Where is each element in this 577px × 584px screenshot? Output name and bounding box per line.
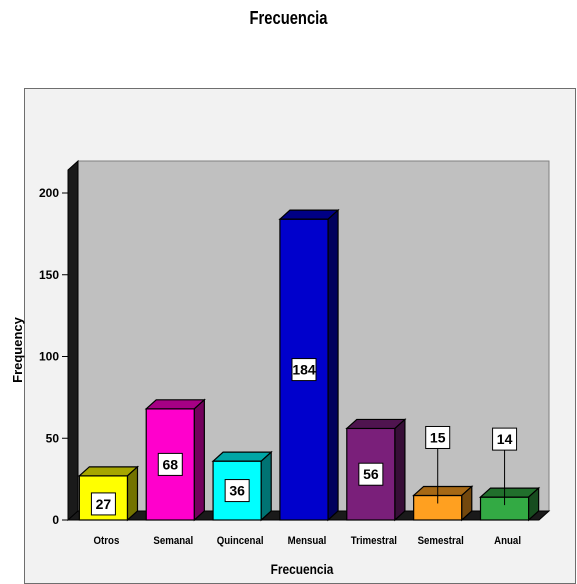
data-label-box: [157, 452, 183, 476]
x-tick-label: Quincenal: [217, 536, 264, 548]
y-tick-label: 50: [46, 431, 60, 445]
y-tick-label: 100: [39, 350, 59, 364]
y-tick-label: 0: [52, 513, 59, 527]
x-tick-label: Mensual: [288, 536, 327, 548]
data-label: 14: [497, 431, 513, 447]
x-tick-label: Semanal: [153, 536, 193, 548]
data-label-box: [224, 479, 250, 503]
x-tick-label: Anual: [494, 536, 521, 548]
data-label: 56: [363, 466, 379, 482]
data-label: 27: [96, 496, 112, 512]
data-label: 36: [229, 483, 245, 499]
bar-semestral: [412, 485, 474, 522]
data-label-box: [358, 462, 384, 486]
data-label-box: [291, 358, 317, 382]
y-tick-label: 150: [39, 268, 59, 282]
data-label: 15: [430, 429, 446, 445]
x-tick-label: Semestral: [418, 536, 464, 548]
bar-side: [528, 486, 540, 522]
y-axis-title: Frequency: [10, 316, 25, 383]
chart-title: Frecuencia: [249, 8, 328, 28]
bar-side: [193, 398, 205, 522]
y-tick-label: 200: [39, 186, 59, 200]
bar-side: [461, 485, 473, 522]
data-label: 184: [292, 362, 316, 378]
x-tick-label: Trimestral: [351, 536, 397, 548]
data-label-box: [425, 425, 451, 449]
bar-side: [327, 208, 339, 522]
bar-side: [394, 418, 406, 522]
y-axis-wall: [67, 159, 79, 522]
x-tick-label: Otros: [94, 536, 120, 548]
data-label-box: [90, 492, 116, 516]
bar-side: [260, 450, 272, 522]
x-axis-title: Frecuencia: [271, 561, 335, 577]
data-label-box: [492, 427, 518, 451]
bar-anual: [478, 486, 541, 522]
bar-side: [126, 465, 139, 522]
data-label: 68: [162, 456, 178, 472]
